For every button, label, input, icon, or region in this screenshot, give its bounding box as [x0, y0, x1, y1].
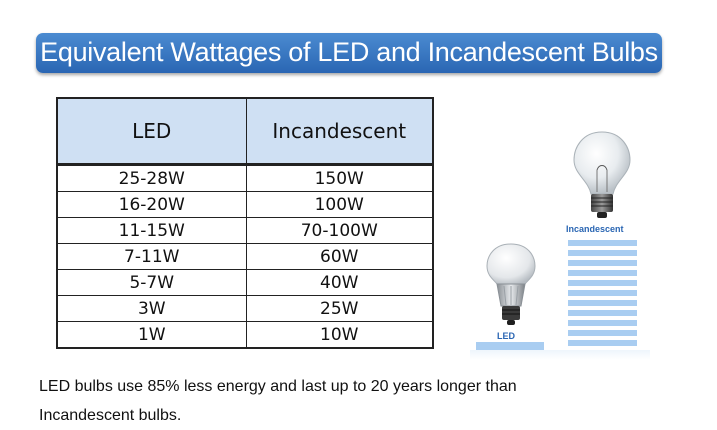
led-wattage-cell: 3W	[56, 295, 247, 322]
table-row: 16-20W 100W	[56, 191, 434, 218]
led-wattage-cell: 1W	[56, 321, 247, 349]
column-header-led: LED	[56, 97, 247, 166]
table-row: 11-15W 70-100W	[56, 217, 434, 244]
incandescent-wattage-cell: 10W	[245, 321, 434, 349]
table-row: 25-28W 150W	[56, 164, 434, 192]
wattage-table: LED Incandescent 25-28W 150W 16-20W 100W…	[56, 97, 434, 349]
led-wattage-cell: 16-20W	[56, 191, 247, 218]
incandescent-label: Incandescent	[566, 224, 624, 234]
incandescent-wattage-cell: 60W	[245, 243, 434, 270]
led-wattage-cell: 25-28W	[56, 164, 247, 192]
title-banner: Equivalent Wattages of LED and Incandesc…	[36, 33, 662, 73]
incandescent-wattage-cell: 25W	[245, 295, 434, 322]
table-row: 1W 10W	[56, 321, 434, 349]
led-energy-bar	[476, 342, 544, 350]
led-bulb-icon	[486, 243, 536, 325]
table-header-row: LED Incandescent	[56, 97, 434, 166]
column-header-incandescent: Incandescent	[245, 97, 434, 166]
bulb-comparison-illustration: Incandescent LED	[470, 128, 650, 360]
incandescent-wattage-cell: 40W	[245, 269, 434, 296]
led-wattage-cell: 5-7W	[56, 269, 247, 296]
led-wattage-cell: 11-15W	[56, 217, 247, 244]
led-label: LED	[497, 331, 515, 341]
footnote-text: LED bulbs use 85% less energy and last u…	[39, 378, 517, 424]
incandescent-wattage-cell: 150W	[245, 164, 434, 192]
floor-reflection	[470, 350, 650, 360]
table-row: 7-11W 60W	[56, 243, 434, 270]
incandescent-wattage-cell: 100W	[245, 191, 434, 218]
incandescent-bulb-icon	[573, 131, 631, 218]
table-row: 5-7W 40W	[56, 269, 434, 296]
incandescent-energy-bar	[568, 240, 637, 350]
incandescent-wattage-cell: 70-100W	[245, 217, 434, 244]
led-wattage-cell: 7-11W	[56, 243, 247, 270]
page-title: Equivalent Wattages of LED and Incandesc…	[40, 37, 658, 67]
table-row: 3W 25W	[56, 295, 434, 322]
